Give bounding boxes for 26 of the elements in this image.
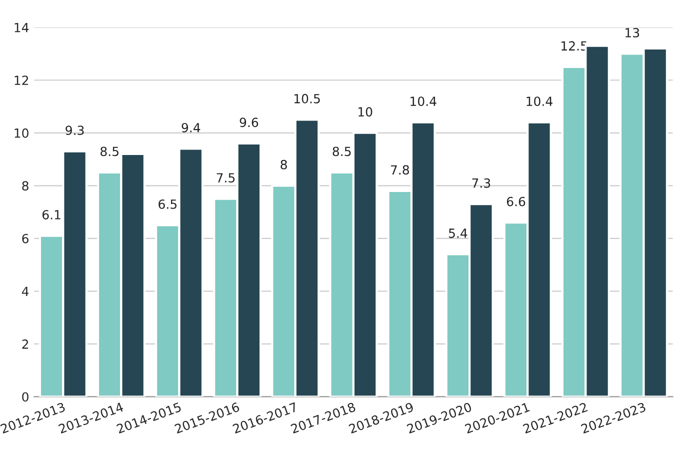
data-label: 6.1 bbox=[42, 210, 60, 220]
y-tick-label: 0 bbox=[22, 392, 28, 402]
data-label: 10 bbox=[358, 107, 372, 117]
data-label: 7.5 bbox=[216, 173, 235, 183]
y-tick-label: 10 bbox=[14, 128, 28, 138]
y-tick-label: 8 bbox=[22, 181, 28, 191]
y-tick-label: 2 bbox=[22, 339, 28, 349]
y-tick-label: 12 bbox=[14, 76, 28, 85]
data-label: 10.4 bbox=[526, 96, 552, 106]
data-label: 6.6 bbox=[506, 196, 526, 206]
data-label: 8.5 bbox=[100, 146, 118, 156]
data-label: 7.3 bbox=[472, 178, 490, 188]
data-label: 9.3 bbox=[66, 126, 84, 136]
data-label: 8 bbox=[280, 160, 287, 170]
data-label: 9.4 bbox=[182, 122, 200, 132]
data-label: 6.5 bbox=[158, 199, 177, 209]
y-tick-label: 6 bbox=[22, 234, 28, 244]
data-label: 7.8 bbox=[390, 165, 409, 175]
y-tick-label: 14 bbox=[14, 22, 29, 32]
y-tick-label: 4 bbox=[22, 286, 29, 296]
data-label: 13 bbox=[626, 28, 640, 38]
data-label: 8.5 bbox=[332, 146, 351, 156]
data-label: 9.6 bbox=[240, 118, 258, 128]
data-label: 5.4 bbox=[448, 228, 468, 238]
data-label: 10.5 bbox=[294, 94, 320, 104]
data-label: 10.4 bbox=[410, 96, 436, 106]
